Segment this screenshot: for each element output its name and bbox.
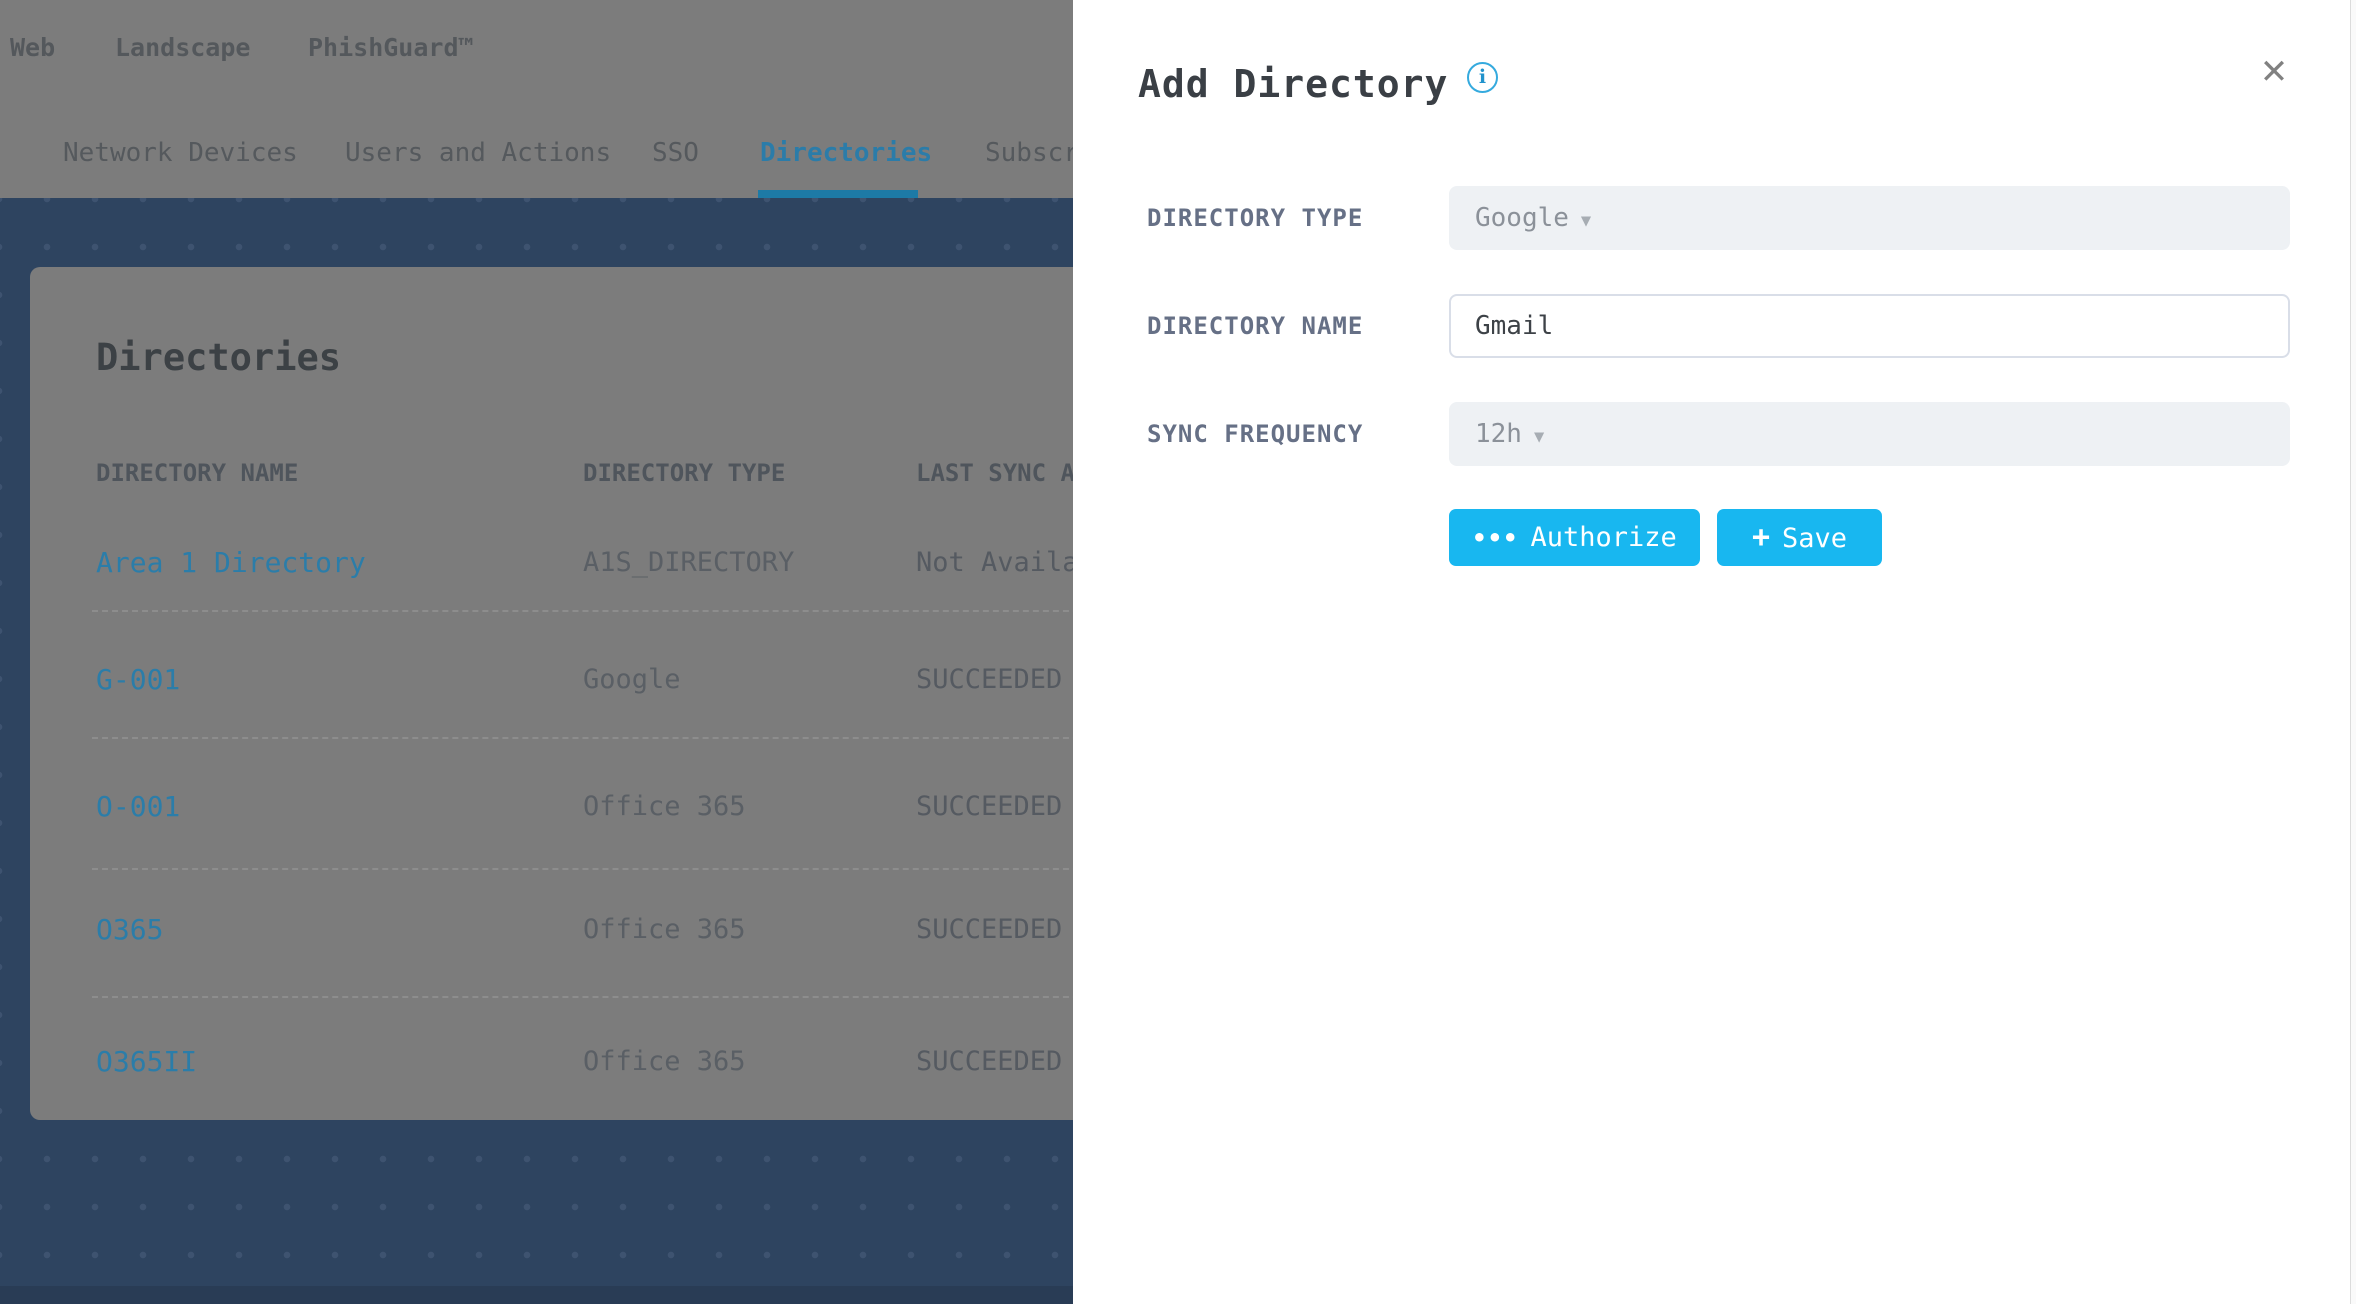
directory-type-label: DIRECTORY TYPE <box>1147 204 1364 232</box>
sync-status-cell: SUCCEEDED <box>916 791 1063 822</box>
sync-frequency-value: 12h <box>1475 419 1522 449</box>
sync-status-cell: SUCCEEDED <box>916 1046 1063 1077</box>
table-row: Area 1 Directory A1S_DIRECTORY Not Avail… <box>30 543 2300 583</box>
directory-link[interactable]: O365 <box>96 913 164 946</box>
sync-frequency-dropdown[interactable]: 12h ▼ <box>1449 402 2290 466</box>
directory-type-cell: A1S_DIRECTORY <box>583 547 795 578</box>
directory-type-cell: Google <box>583 664 681 695</box>
table-row: O-001 Office 365 SUCCEEDED <box>30 787 2300 827</box>
table-row: G-001 Google SUCCEEDED <box>30 660 2300 700</box>
directory-type-value: Google <box>1475 203 1569 233</box>
authorize-button-label: Authorize <box>1530 522 1677 553</box>
close-icon[interactable]: ✕ <box>2261 44 2287 93</box>
tab-directories[interactable]: Directories <box>760 138 933 168</box>
column-header-directory-name: DIRECTORY NAME <box>96 459 299 487</box>
scrollbar-track[interactable] <box>2350 0 2356 1304</box>
directory-link[interactable]: Area 1 Directory <box>96 546 366 579</box>
directory-link[interactable]: G-001 <box>96 663 181 696</box>
info-icon[interactable]: i <box>1467 62 1498 93</box>
sync-status-cell: SUCCEEDED <box>916 914 1063 945</box>
nav-item-web[interactable]: Web <box>10 33 56 62</box>
save-button[interactable]: + Save <box>1717 509 1882 566</box>
authorize-button[interactable]: ••• Authorize <box>1449 509 1700 566</box>
modal-backdrop[interactable] <box>0 0 1073 1304</box>
chevron-down-icon: ▼ <box>1533 427 1545 447</box>
directory-name-input[interactable] <box>1449 294 2290 358</box>
directory-type-dropdown[interactable]: Google ▼ <box>1449 186 2290 250</box>
plus-icon: + <box>1751 520 1771 555</box>
table-row: O365 Office 365 SUCCEEDED <box>30 910 2300 950</box>
sync-status-cell: SUCCEEDED <box>916 664 1063 695</box>
column-header-directory-type: DIRECTORY TYPE <box>583 459 786 487</box>
modal-title: Add Directory <box>1138 62 1449 106</box>
tab-sso[interactable]: SSO <box>652 138 699 168</box>
directory-type-cell: Office 365 <box>583 1046 746 1077</box>
tab-network-devices[interactable]: Network Devices <box>63 138 298 168</box>
directory-type-cell: Office 365 <box>583 791 746 822</box>
table-row: O365II Office 365 SUCCEEDED <box>30 1042 2300 1082</box>
save-button-label: Save <box>1782 523 1848 554</box>
directory-type-cell: Office 365 <box>583 914 746 945</box>
page-title: Directories <box>96 336 342 379</box>
sync-frequency-label: SYNC FREQUENCY <box>1147 420 1364 448</box>
column-header-last-sync: LAST SYNC A <box>916 459 1075 487</box>
add-directory-panel: Add Directory i ✕ DIRECTORY TYPE Google ▼… <box>1073 0 2356 1304</box>
directory-link[interactable]: O-001 <box>96 790 181 823</box>
tab-users-and-actions[interactable]: Users and Actions <box>345 138 612 168</box>
chevron-down-icon: ▼ <box>1580 211 1592 231</box>
ellipsis-icon: ••• <box>1472 524 1519 552</box>
directory-name-label: DIRECTORY NAME <box>1147 312 1364 340</box>
active-tab-underline <box>758 190 918 198</box>
nav-item-landscape[interactable]: Landscape <box>115 33 251 62</box>
sync-status-cell: Not Availa <box>916 547 1079 578</box>
directory-link[interactable]: O365II <box>96 1045 198 1078</box>
nav-item-phishguard[interactable]: PhishGuard™ <box>308 33 474 62</box>
